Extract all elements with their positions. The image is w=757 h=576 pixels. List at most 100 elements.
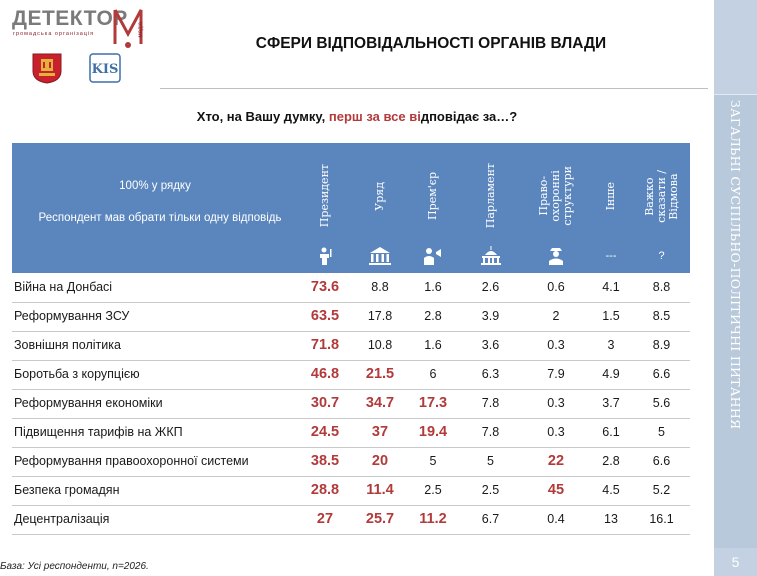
table-cell: 3.7 — [602, 396, 620, 410]
table-cell: 27 — [316, 511, 334, 527]
table-cell: 5 — [487, 454, 494, 468]
brand-logo-text: ДЕТЕКТОР — [12, 7, 128, 30]
row-label: Зовнішня політика — [14, 338, 121, 352]
table-row: Реформування ЗСУ 63.5 17.8 2.8 3.9 2 1.5 8.5 — [12, 302, 690, 332]
table-cell: 0.3 — [547, 425, 565, 439]
table-row: Боротьба з корупцією 46.8 21.5 6 6.3 7.9 4.9 6.… — [12, 360, 690, 390]
table-cell: 38.5 — [310, 453, 340, 469]
table-cell: 30.7 — [310, 395, 340, 411]
column-label: Президент — [318, 164, 331, 228]
sidebar-divider — [714, 94, 757, 95]
row-label: Децентралізація — [14, 512, 110, 526]
government-building-icon — [352, 243, 408, 269]
column-header-parliament: Парламент — [458, 143, 523, 273]
table-cell: 13 — [604, 512, 618, 526]
table-cell: 3.6 — [481, 338, 500, 352]
column-label: Прем'єр — [426, 172, 439, 220]
table-cell: 3 — [607, 338, 615, 352]
survey-question: Хто, на Вашу думку, перш за все відповід… — [0, 109, 714, 124]
table-cell: 11.2 — [419, 511, 447, 527]
table-cell: 8.8 — [371, 280, 389, 294]
right-sidebar: ЗАГАЛЬНІ СУСПІЛЬНО-ПОЛІТИЧНІ ПИТАННЯ — [714, 0, 757, 576]
table-cell: 20 — [371, 453, 389, 469]
question-icon: ? — [658, 250, 665, 262]
title-divider — [160, 88, 708, 89]
svg-text:KIS: KIS — [92, 62, 119, 77]
table-cell: 63.5 — [310, 308, 340, 324]
table-cell: 5.2 — [652, 483, 671, 497]
table-cell: 2.5 — [481, 483, 500, 497]
column-label: Важко сказати / Відмова — [642, 169, 680, 223]
table-row: Децентралізація 27 25.7 11.2 6.7 0.4 13 16.1 — [12, 505, 690, 535]
table-cell: 5 — [658, 425, 665, 439]
table-cell: 5 — [429, 454, 437, 468]
table-cell: 0.6 — [547, 280, 565, 294]
parliament-dome-icon — [458, 243, 523, 269]
corner-note-instruction: Респондент мав обрати тільки одну відпов… — [38, 212, 282, 224]
coat-of-arms-emblem-icon — [32, 53, 62, 84]
table-cell: 0.4 — [547, 512, 565, 526]
table-cell: 6.6 — [652, 367, 671, 381]
table-cell: 2.8 — [602, 454, 620, 468]
column-label: Інше — [604, 181, 617, 211]
table-cell: 8.8 — [652, 280, 671, 294]
question-highlight: перш за все ві — [328, 109, 421, 124]
question-prefix: Хто, на Вашу думку, — [196, 109, 329, 124]
table-cell: 7.8 — [481, 425, 500, 439]
table-cell: 2.8 — [424, 309, 442, 323]
column-header-dont-know: Важко сказати / Відмова ? — [633, 143, 690, 273]
row-label: Війна на Донбасі — [14, 280, 113, 294]
table-cell: 24.5 — [310, 424, 340, 440]
table-cell: 8.5 — [652, 309, 671, 323]
police-officer-icon — [523, 243, 589, 269]
table-cell: 6.1 — [602, 425, 620, 439]
column-label: Уряд — [373, 181, 386, 211]
president-podium-icon — [298, 243, 352, 269]
table-cell: 25.7 — [365, 511, 395, 527]
row-label: Реформування правоохоронної системи — [14, 454, 249, 468]
table-cell: 17.8 — [367, 309, 393, 323]
table-cell: 17.3 — [418, 395, 448, 411]
column-label: Право- охоронні структури — [537, 166, 574, 226]
table-cell: 6.7 — [481, 512, 500, 526]
table-cell: 8.9 — [652, 338, 671, 352]
row-label: Реформування ЗСУ — [14, 309, 130, 323]
page-number: 5 — [714, 548, 757, 576]
table-cell: 11.4 — [366, 482, 394, 498]
dashes-icon: --- — [605, 250, 617, 262]
table-cell: 1.6 — [424, 338, 442, 352]
row-label: Безпека громадян — [14, 483, 120, 497]
brand-media-suffix: медіа — [138, 22, 144, 38]
table-cell: 34.7 — [365, 395, 395, 411]
table-cell: 22 — [547, 453, 565, 469]
table-cell: 73.6 — [310, 279, 340, 295]
table-cell: 6.6 — [652, 454, 671, 468]
table-cell: 1.6 — [424, 280, 442, 294]
table-header: 100% у рядку Респондент мав обрати тільк… — [12, 143, 690, 273]
premier-speaker-icon — [408, 243, 458, 269]
table-cell: 5.6 — [652, 396, 671, 410]
row-label: Реформування економіки — [14, 396, 163, 410]
table-cell: 4.5 — [602, 483, 620, 497]
slide-title: СФЕРИ ВІДПОВІДАЛЬНОСТІ ОРГАНІВ ВЛАДИ — [255, 35, 607, 52]
table-cell: 2 — [552, 309, 560, 323]
sidebar-section-title: ЗАГАЛЬНІ СУСПІЛЬНО-ПОЛІТИЧНІ ПИТАННЯ — [728, 100, 743, 430]
table-cell: 4.1 — [602, 280, 620, 294]
table-cell: 7.8 — [481, 396, 500, 410]
column-header-other: Інше --- — [589, 143, 633, 273]
table-cell: 2.6 — [481, 280, 500, 294]
column-header-president: Президент — [298, 143, 352, 273]
table-cell: 0.3 — [547, 396, 565, 410]
header-corner: 100% у рядку Респондент мав обрати тільк… — [12, 143, 298, 273]
table-cell: 28.8 — [310, 482, 340, 498]
kiis-logo-icon: KIS — [89, 53, 121, 83]
question-suffix: дповідає за…? — [420, 109, 518, 124]
corner-note-percent: 100% у рядку — [119, 180, 191, 192]
brand-tagline: громадська організація — [13, 31, 95, 37]
table-cell: 19.4 — [418, 424, 448, 440]
media-m-logo-icon — [113, 9, 143, 48]
table-cell: 46.8 — [310, 366, 340, 382]
table-cell: 10.8 — [367, 338, 393, 352]
row-label: Підвищення тарифів на ЖКП — [14, 425, 183, 439]
table-cell: 1.5 — [602, 309, 620, 323]
